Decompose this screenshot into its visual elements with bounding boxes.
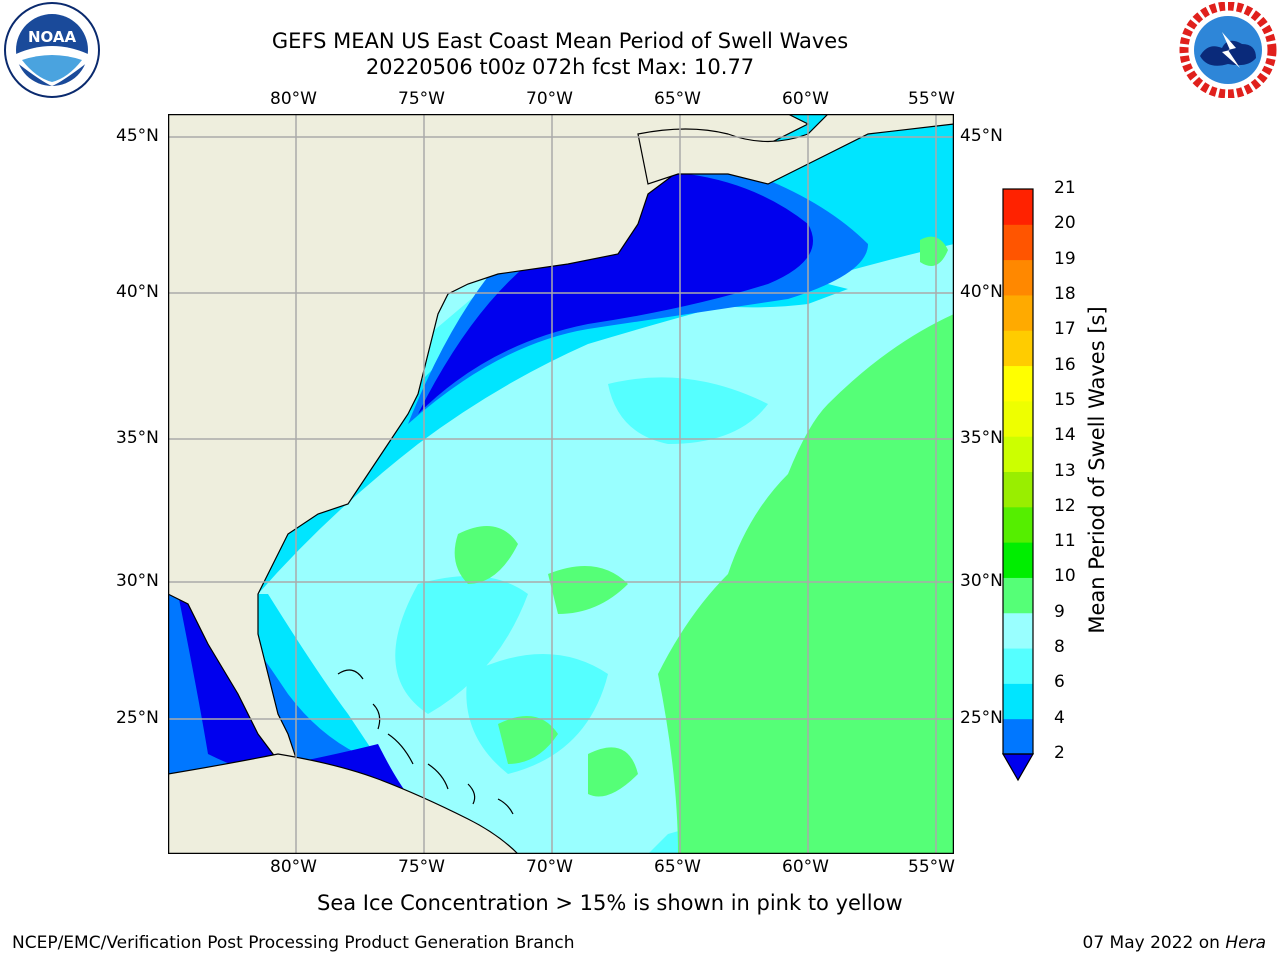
colorbar-segment	[1003, 648, 1033, 684]
lon-label-bottom-60: 60°W	[782, 857, 829, 877]
colorbar-tick-label: 16	[1054, 354, 1076, 375]
lon-label-top-75: 75°W	[398, 89, 445, 109]
swell-band-6-8	[228, 114, 954, 774]
colorbar-tick-label: 12	[1054, 495, 1076, 516]
lat-label-right-35: 35°N	[960, 428, 1003, 448]
colorbar-tick-label: 18	[1054, 283, 1076, 304]
colorbar-tick-label: 6	[1054, 672, 1065, 693]
colorbar-segment	[1003, 259, 1033, 296]
colorbar-segment	[1003, 400, 1033, 437]
lat-label-right-30: 30°N	[960, 571, 1003, 591]
map-title: GEFS MEAN US East Coast Mean Period of S…	[180, 28, 940, 80]
map-frame	[168, 114, 954, 854]
footer-date-text: 07 May 2022 on	[1082, 933, 1226, 953]
lat-label-right-40: 40°N	[960, 282, 1003, 302]
noaa-logo: NOAA	[4, 2, 100, 98]
bahamas-islands	[337, 669, 514, 815]
footer-credit: NCEP/EMC/Verification Post Processing Pr…	[12, 933, 575, 953]
lat-label-left-40: 40°N	[116, 282, 159, 302]
colorbar-segment	[1003, 365, 1033, 402]
colorbar-tick-label: 13	[1054, 460, 1076, 481]
colorbar-tick-label: 9	[1054, 601, 1065, 622]
colorbar	[1001, 188, 1035, 782]
lon-label-bottom-75: 75°W	[398, 857, 445, 877]
lon-label-top-80: 80°W	[270, 89, 317, 109]
map-grid	[168, 114, 954, 854]
colorbar-segment	[1003, 189, 1033, 225]
lon-label-bottom-55: 55°W	[908, 857, 955, 877]
colorbar-tick-label: 15	[1054, 389, 1076, 410]
colorbar-tick-label: 2	[1054, 743, 1065, 763]
colorbar-tick-label: 21	[1054, 178, 1076, 198]
colorbar-segments	[1003, 189, 1033, 755]
colorbar-tick-label: 11	[1054, 531, 1076, 552]
colorbar-segment	[1003, 542, 1033, 578]
colorbar-segment	[1003, 471, 1033, 508]
colorbar-title: Mean Period of Swell Waves [s]	[1085, 306, 1109, 634]
colorbar-segment	[1003, 330, 1033, 367]
lat-label-left-35: 35°N	[116, 428, 159, 448]
sea-ice-note: Sea Ice Concentration > 15% is shown in …	[317, 891, 903, 915]
lat-label-left-25: 25°N	[116, 708, 159, 728]
lon-label-bottom-70: 70°W	[526, 857, 573, 877]
colorbar-segment	[1003, 506, 1033, 543]
colorbar-tick-label: 17	[1054, 319, 1076, 340]
colorbar-tick-label: 4	[1054, 707, 1065, 728]
colorbar-frame	[1002, 188, 1034, 755]
lon-label-top-65: 65°W	[654, 89, 701, 109]
colorbar-segment	[1003, 577, 1033, 614]
title-line-1: GEFS MEAN US East Coast Mean Period of S…	[271, 29, 849, 53]
colorbar-segment	[1003, 294, 1033, 331]
lat-label-left-30: 30°N	[116, 571, 159, 591]
lon-label-top-70: 70°W	[526, 89, 573, 109]
swell-band-lt2	[178, 170, 813, 854]
nws-logo	[1179, 2, 1277, 98]
lat-label-right-45: 45°N	[960, 126, 1003, 146]
colorbar-underflow-triangle	[1001, 753, 1035, 782]
footer-host: Hera	[1225, 933, 1266, 953]
colorbar-tick-label: 14	[1054, 425, 1076, 446]
colorbar-tick-label: 19	[1054, 248, 1076, 269]
land-nova-scotia	[637, 114, 954, 185]
swell-spot-9-10-ne	[920, 236, 948, 266]
footer-date: 07 May 2022 on Hera	[1083, 933, 1267, 953]
lon-label-bottom-80: 80°W	[270, 857, 317, 877]
noaa-text: NOAA	[28, 28, 77, 46]
colorbar-tick-label: 20	[1054, 213, 1076, 234]
colorbar-tick-label: 8	[1054, 637, 1065, 658]
lat-label-left-45: 45°N	[116, 126, 159, 146]
colorbar-tick-label: 10	[1054, 566, 1076, 587]
colorbar-segment	[1003, 224, 1033, 261]
lon-label-top-55: 55°W	[908, 89, 955, 109]
colorbar-segment	[1003, 436, 1033, 472]
lon-label-top-60: 60°W	[782, 89, 829, 109]
colorbar-segment	[1003, 718, 1033, 755]
map-panel	[168, 114, 954, 854]
land-cuba	[168, 753, 519, 854]
colorbar-segment	[1003, 683, 1033, 720]
colorbar-segment	[1003, 612, 1033, 649]
lat-label-right-25: 25°N	[960, 708, 1003, 728]
title-line-2: 20220506 t00z 072h fcst Max: 10.77	[365, 55, 755, 79]
lon-label-bottom-65: 65°W	[654, 857, 701, 877]
